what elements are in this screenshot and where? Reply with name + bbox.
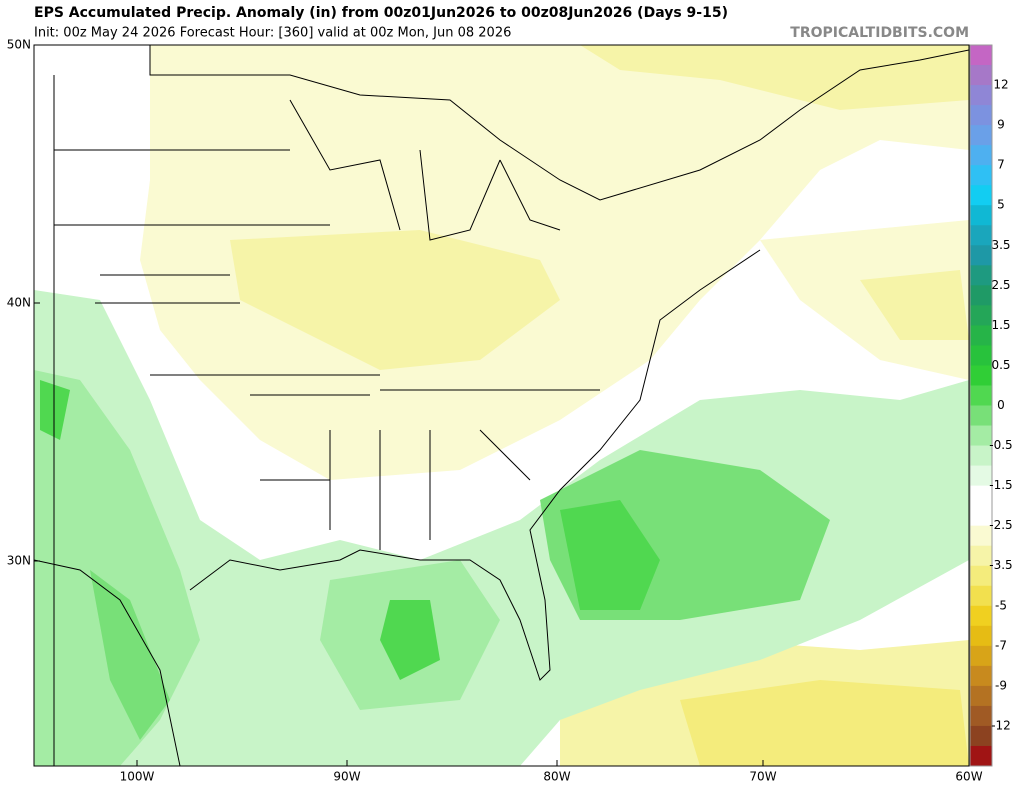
colorbar-swatch	[970, 185, 992, 206]
colorbar-swatch	[970, 585, 992, 607]
colorbar-frame	[969, 44, 993, 767]
subtitle: Init: 00z May 24 2026 Forecast Hour: [36…	[34, 26, 511, 41]
colorbar-swatch	[970, 305, 992, 326]
colorbar-swatch	[970, 85, 992, 106]
colorbar-swatch	[970, 565, 992, 587]
colorbar-swatch	[970, 465, 992, 487]
map	[33, 44, 970, 767]
colorbar-swatch	[970, 405, 992, 427]
lon-label: 70W	[749, 770, 776, 784]
colorbar-swatch	[970, 505, 992, 527]
lon-label: 100W	[120, 770, 155, 784]
colorbar-swatch	[970, 245, 992, 266]
colorbar-swatch	[970, 525, 992, 547]
colorbar-label: -7	[995, 638, 1007, 652]
colorbar-label: 7	[997, 158, 1005, 172]
colorbar-swatch	[970, 545, 992, 567]
colorbar-label: 9	[997, 118, 1005, 132]
colorbar-swatch	[970, 345, 992, 366]
colorbar-label: 5	[997, 198, 1005, 212]
colorbar-swatch	[970, 365, 992, 386]
colorbar-swatch	[970, 325, 992, 346]
colorbar-label: -0.5	[989, 438, 1012, 452]
colorbar-swatch	[970, 485, 992, 507]
colorbar-swatch	[970, 45, 992, 66]
colorbar-swatch	[970, 225, 992, 246]
colorbar-swatch	[970, 385, 992, 406]
colorbar-swatch	[970, 665, 992, 687]
colorbar-label: 1.5	[991, 318, 1010, 332]
colorbar-swatch	[970, 705, 992, 727]
colorbar-swatch	[970, 285, 992, 306]
colorbar-swatch	[970, 65, 992, 86]
colorbar-label: -5	[995, 598, 1007, 612]
lat-label: 50N	[7, 38, 31, 52]
colorbar-swatch	[970, 145, 992, 166]
colorbar-swatch	[970, 105, 992, 126]
colorbar-swatch	[970, 725, 992, 747]
colorbar-swatch	[970, 685, 992, 707]
colorbar-label: 0	[997, 398, 1005, 412]
colorbar-label: 0.5	[991, 358, 1010, 372]
colorbar-label: 12	[993, 78, 1008, 92]
colorbar-swatch	[970, 445, 992, 467]
lat-label: 30N	[7, 554, 31, 568]
colorbar-swatch	[970, 625, 992, 647]
colorbar-swatch	[970, 745, 992, 767]
colorbar-swatch	[970, 205, 992, 226]
colorbar-label: -2.5	[989, 518, 1012, 532]
colorbar-label: -3.5	[989, 558, 1012, 572]
watermark: TROPICALTIDBITS.COM	[790, 25, 969, 41]
colorbar-swatch	[970, 645, 992, 667]
colorbar-swatch	[970, 165, 992, 186]
colorbar-label: -12	[991, 718, 1011, 732]
lon-label: 90W	[333, 770, 360, 784]
colorbar-swatch	[970, 125, 992, 146]
colorbar-label: 3.5	[991, 238, 1010, 252]
colorbar-label: -9	[995, 678, 1007, 692]
colorbar-swatch	[970, 425, 992, 447]
colorbar-label: 2.5	[991, 278, 1010, 292]
lon-label: 80W	[543, 770, 570, 784]
colorbar-swatch	[970, 605, 992, 627]
title: EPS Accumulated Precip. Anomaly (in) fro…	[34, 5, 728, 21]
lat-label: 40N	[7, 296, 31, 310]
lon-label: 60W	[955, 770, 982, 784]
colorbar-swatch	[970, 265, 992, 286]
colorbar-label: -1.5	[989, 478, 1012, 492]
